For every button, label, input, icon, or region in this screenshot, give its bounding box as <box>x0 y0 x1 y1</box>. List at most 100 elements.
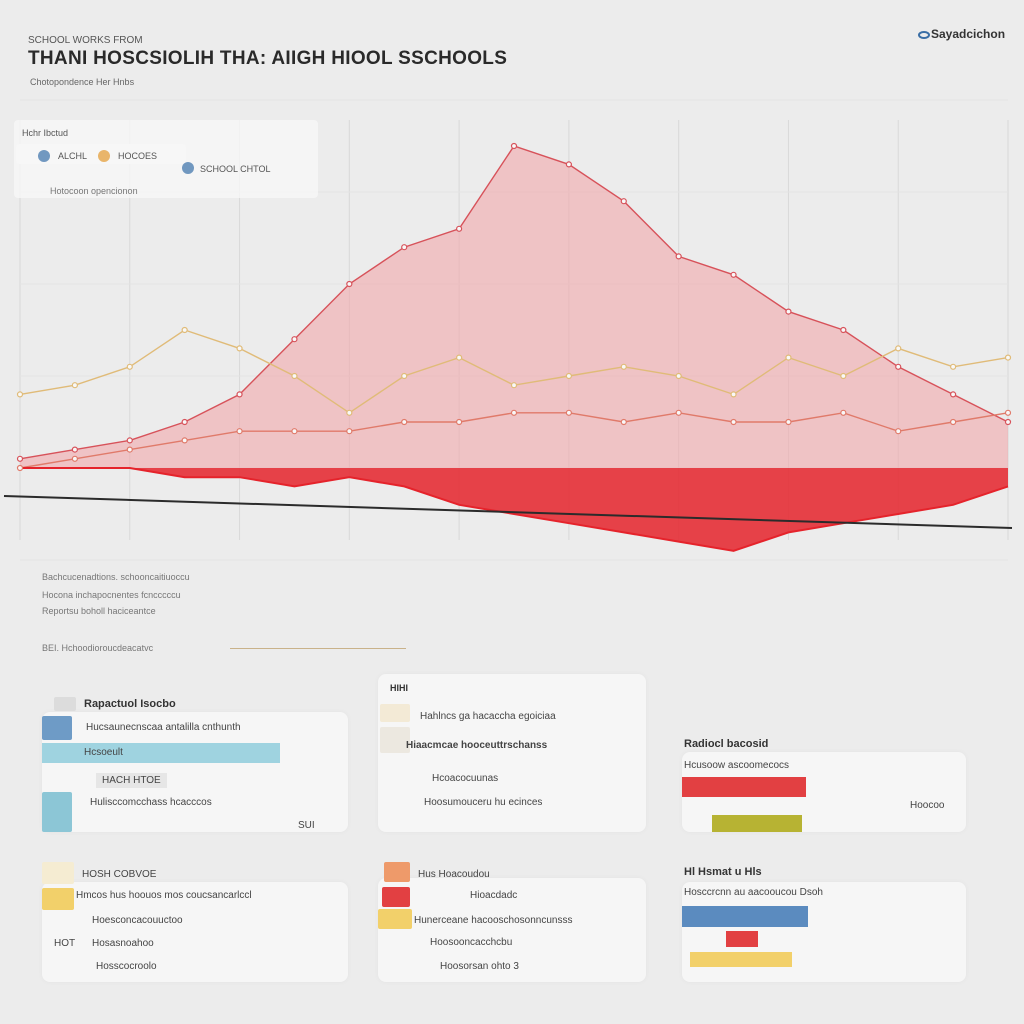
card-2-line-3: Hcoacocuunas <box>432 773 499 784</box>
series-3-point <box>401 418 408 426</box>
brand-logo: Sayadcichon <box>918 27 1005 41</box>
series-2-point <box>291 372 298 380</box>
series-3-point <box>675 409 682 416</box>
card-6-title: Hl Hsmat u Hls <box>684 866 762 878</box>
page-subtitle: Chotopondence Her Hnbs <box>30 77 135 87</box>
card-5-line-1: Hioacdadc <box>470 890 518 901</box>
series-1-point <box>950 391 957 398</box>
summary-card-5 <box>378 878 646 982</box>
legend-item-1: ALCHL <box>58 151 88 161</box>
card-2-line-2: Hiaacmcae hooceuttrschanss <box>406 740 548 751</box>
card-6-bar-yellow <box>690 952 792 967</box>
card-2-title: HIHI <box>390 683 408 693</box>
series-1-point <box>456 225 463 232</box>
series-1-point <box>236 391 243 398</box>
card-4-chip-cream <box>42 862 74 884</box>
card-5-chip-red <box>382 887 410 907</box>
card-1-icon <box>54 697 76 711</box>
chart-series-points <box>16 142 1012 472</box>
legend-item-3: SCHOOL CHTOL <box>200 164 271 174</box>
card-1-line-1: Hucsaunecnscaa antalilla cnthunth <box>86 722 241 733</box>
series-1-point <box>71 446 78 453</box>
series-2-point <box>785 354 792 361</box>
card-4-line-2: Hoesconcacouuctoo <box>92 915 183 926</box>
series-2-point <box>840 372 847 380</box>
series-2-point <box>236 345 243 352</box>
series-3-point <box>620 418 627 426</box>
series-1-point <box>840 326 847 334</box>
card-5-line-2: Hunerceane hacooschosonncunsss <box>414 915 573 926</box>
note-divider <box>230 648 406 649</box>
series-2-point <box>126 363 133 370</box>
card-4-chip-yellow <box>42 888 74 910</box>
series-2-point <box>510 382 518 389</box>
series-3-point <box>895 428 902 435</box>
card-2-chip-2 <box>380 727 410 753</box>
card-3-title: Radiocl bacosid <box>684 738 769 750</box>
series-3-point <box>71 455 78 462</box>
card-1-bar-teal <box>42 743 280 763</box>
series-1-point <box>346 280 353 288</box>
brand-name: Sayadcichon <box>931 27 1006 41</box>
card-1-title: Rapactuol Isocbo <box>84 698 176 710</box>
series-2-point <box>620 363 627 370</box>
series-1-area <box>20 146 1008 468</box>
header-kicker: SCHOOL WORKS FROM <box>28 35 143 46</box>
series-3-point <box>236 428 243 435</box>
note-line-2: Hocona inchapocnentes fcncccccu <box>42 590 181 600</box>
card-4-line-4: Hosscocroolo <box>96 961 157 972</box>
series-2-point <box>16 391 24 398</box>
card-3-bar-red <box>682 777 806 797</box>
card-4-value: HOT <box>54 938 76 949</box>
legend-note: Hotocoon opencionon <box>50 186 138 196</box>
card-2-line-4: Hoosumouceru hu ecinces <box>424 797 543 808</box>
series-3-point <box>1004 409 1012 416</box>
card-6-bar-blue <box>682 906 808 927</box>
series-2-point <box>401 372 408 380</box>
series-2-point <box>1004 354 1012 361</box>
legend-item-2: HOCOES <box>118 151 158 161</box>
card-1-line-4: Hulisccomcchass hcacccos <box>90 797 212 808</box>
card-3-bar-olive <box>712 815 802 832</box>
brand-swirl-icon <box>918 30 930 39</box>
series-3-point <box>730 418 737 426</box>
series-3-point <box>510 409 518 416</box>
card-1-chip-blue <box>42 716 72 740</box>
series-1-point <box>1004 418 1012 426</box>
series-1-point <box>895 363 902 370</box>
main-area-chart <box>3 99 1013 561</box>
card-1-chip-teal <box>42 792 72 832</box>
series-3-point <box>785 418 792 426</box>
series-2-point <box>71 382 78 389</box>
series-3-point <box>950 418 957 426</box>
series-1-point <box>730 271 737 278</box>
note-line-1: Bachcucenadtions. schooncaitiuoccu <box>42 572 190 582</box>
series-3-point <box>565 409 572 416</box>
summary-card-1 <box>42 712 348 832</box>
page-title: THANI HOSCSIOLIH THA: AIIGH HIOOL SSCHOO… <box>28 48 508 69</box>
card-5-line-4: Hoosorsan ohto 3 <box>440 961 519 972</box>
series-1-point <box>16 455 24 462</box>
summary-card-2 <box>378 674 646 832</box>
series-3-point <box>126 446 133 453</box>
series-3-point <box>346 428 353 435</box>
series-2-point <box>730 391 737 398</box>
legend-swatch-2 <box>98 150 110 162</box>
series-2-point <box>675 372 682 380</box>
series-1-point <box>291 336 298 343</box>
series-2-point <box>456 354 463 361</box>
card-3-line-1: Hcusoow ascoomecocs <box>684 760 790 771</box>
card-1-value: SUI <box>298 820 315 831</box>
series-1-point <box>126 437 133 444</box>
card-5-chip-orange <box>384 862 410 882</box>
series-2-point <box>895 345 902 352</box>
series-1-point <box>565 161 572 168</box>
series-3-point <box>456 418 463 426</box>
series-3-point <box>16 464 24 472</box>
summary-card-4 <box>42 882 348 982</box>
series-1-point <box>785 308 792 315</box>
card-6-line-1: Hosccrcnn au aacooucou Dsoh <box>684 887 823 898</box>
card-5-line-3: Hoosooncacchcbu <box>430 937 513 948</box>
card-2-chip <box>380 704 410 722</box>
legend-title: Hchr Ibctud <box>22 128 69 138</box>
